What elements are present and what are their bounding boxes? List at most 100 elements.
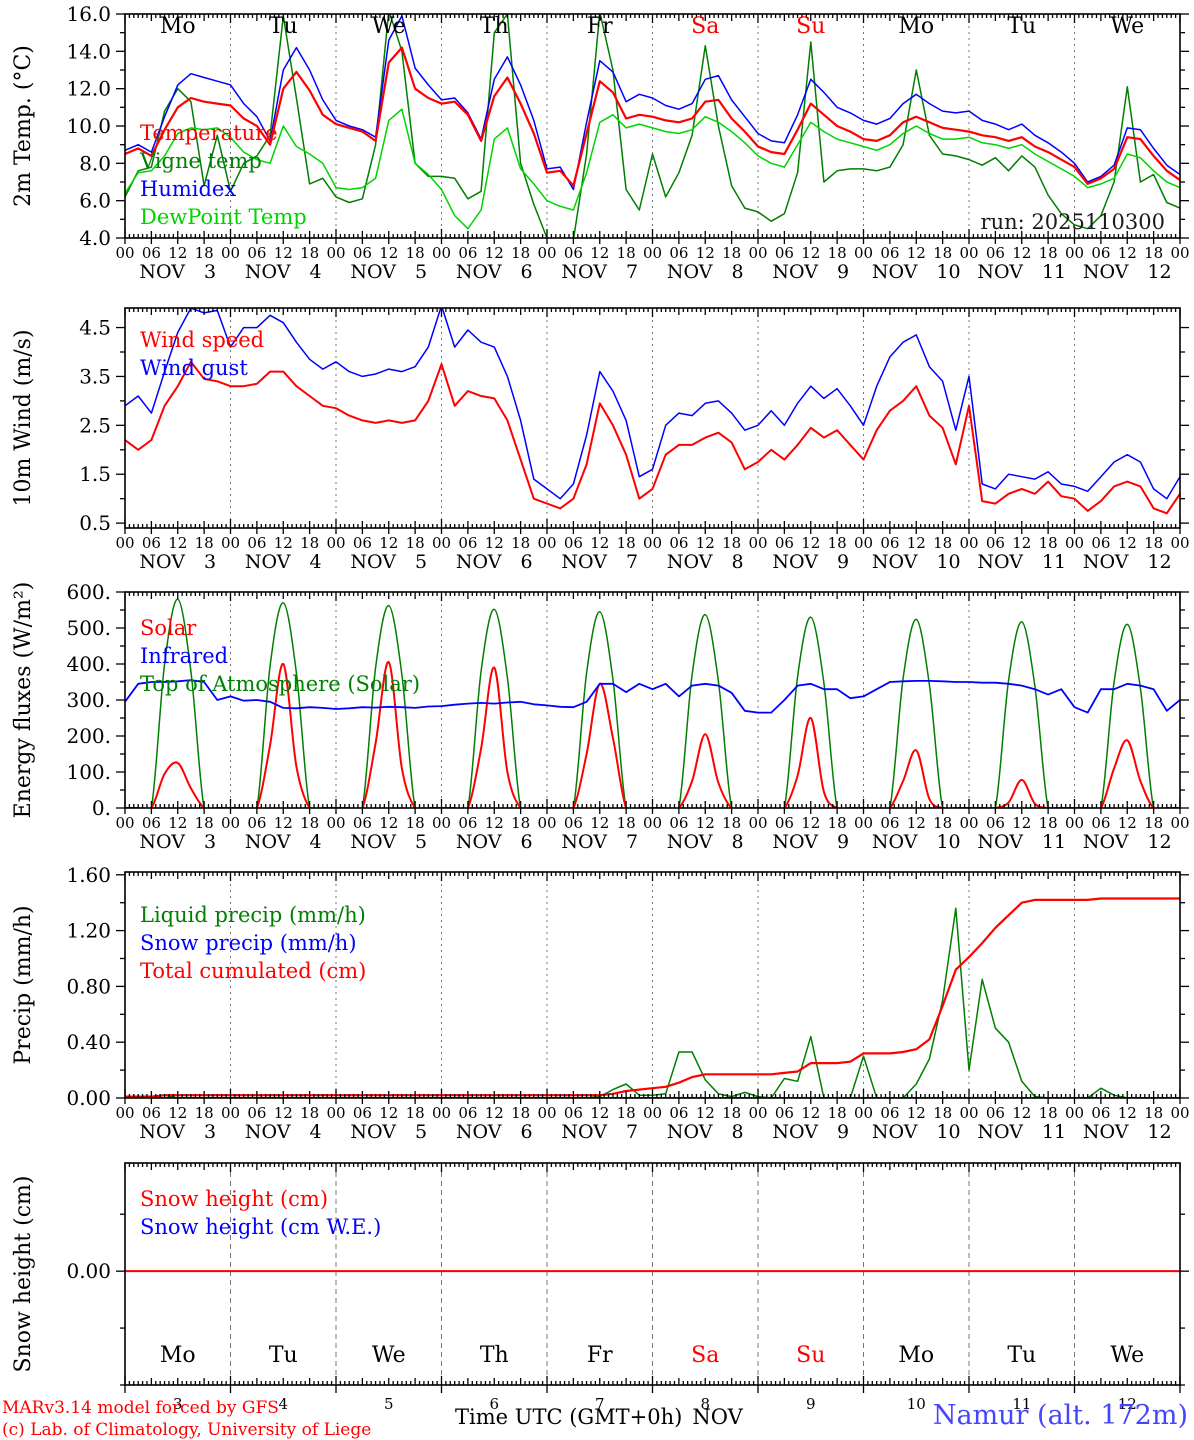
hour-tick-label: 06	[669, 534, 688, 552]
date-label: NOV 6	[456, 831, 533, 853]
hour-tick-label: 00	[221, 814, 240, 832]
hour-tick-label: 00	[1170, 534, 1189, 552]
date-label: NOV 12	[1083, 831, 1172, 853]
hour-tick-label: 12	[274, 1104, 293, 1122]
hour-tick-label: 12	[907, 1104, 926, 1122]
date-label: NOV 12	[1083, 1121, 1172, 1143]
hour-tick-label: 12	[168, 1104, 187, 1122]
hour-tick-label: 00	[959, 534, 978, 552]
series-infrared-line	[125, 679, 1180, 714]
hour-tick-label: 06	[564, 244, 583, 262]
date-label: NOV 12	[1083, 261, 1172, 283]
date-label: NOV 6	[456, 261, 533, 283]
y-tick-label: 8.0	[79, 151, 111, 175]
y-tick-label: 1.60	[66, 863, 111, 887]
hour-tick-label: 00	[221, 534, 240, 552]
hour-tick-label: 18	[511, 534, 530, 552]
model-credit-line: MARv3.14 model forced by GFS	[2, 1398, 279, 1418]
hour-tick-label: 12	[168, 244, 187, 262]
hour-tick-label: 00	[643, 814, 662, 832]
date-label: NOV 9	[772, 831, 849, 853]
time-axis-title: Time UTC (GMT+0h) NOV	[455, 1405, 743, 1429]
hour-tick-label: 12	[379, 244, 398, 262]
y-tick-label: 1.5	[79, 462, 111, 486]
date-label: NOV 11	[977, 261, 1066, 283]
hour-tick-label: 12	[907, 534, 926, 552]
hour-tick-label: 12	[485, 244, 504, 262]
hour-tick-label: 12	[696, 814, 715, 832]
hour-tick-label: 18	[1144, 814, 1163, 832]
y-tick-label: 0.00	[66, 1259, 111, 1283]
date-label: NOV 12	[1083, 551, 1172, 573]
axis-ticks	[116, 591, 1189, 814]
y-tick-label: 1.20	[66, 919, 111, 943]
y-tick-label: 3.5	[79, 364, 111, 388]
hour-tick-label: 00	[432, 814, 451, 832]
axis-ticks	[116, 308, 1189, 534]
hour-tick-label: 12	[1118, 1104, 1137, 1122]
hour-tick-label: 06	[247, 244, 266, 262]
y-tick-label: 16.0	[66, 2, 111, 26]
date-number-label: 11	[1012, 1395, 1031, 1413]
hour-tick-label: 06	[1091, 244, 1110, 262]
hour-tick-label: 18	[722, 244, 741, 262]
date-label: NOV 7	[561, 551, 638, 573]
hour-tick-label: 18	[722, 1104, 741, 1122]
date-label: NOV 4	[245, 261, 322, 283]
hour-tick-label: 12	[485, 814, 504, 832]
day-letter-label: Tu	[269, 1343, 298, 1368]
hour-tick-label: 18	[406, 1104, 425, 1122]
hour-tick-label: 06	[353, 534, 372, 552]
hour-tick-label: 00	[115, 534, 134, 552]
hour-tick-label: 06	[775, 534, 794, 552]
legend-precip-1: Snow precip (mm/h)	[140, 931, 357, 955]
hour-tick-label: 12	[168, 814, 187, 832]
date-label: NOV 3	[139, 831, 216, 853]
date-label: NOV 6	[456, 1121, 533, 1143]
hour-tick-label: 18	[617, 244, 636, 262]
day-letter-label: Su	[796, 14, 825, 39]
date-label: NOV 5	[350, 261, 427, 283]
hour-tick-label: 12	[801, 534, 820, 552]
hour-tick-label: 06	[986, 814, 1005, 832]
y-tick-label: 10.0	[66, 114, 111, 138]
hour-tick-label: 06	[142, 1104, 161, 1122]
date-label: NOV 11	[977, 551, 1066, 573]
legend-temp-0: Temperature	[140, 121, 278, 145]
series-wind-gust-line	[125, 308, 1180, 500]
hour-tick-label: 12	[168, 534, 187, 552]
hour-tick-label: 00	[748, 244, 767, 262]
date-label: NOV 8	[667, 551, 744, 573]
day-letter-label: Mo	[160, 14, 196, 39]
legend-snow-0: Snow height (cm)	[140, 1187, 328, 1211]
panel-energy: 600.500.400.300.200.100.0.00 06 12 18 00 06 12…	[11, 580, 1190, 853]
hour-tick-label: 12	[274, 244, 293, 262]
y-tick-label: 300.	[66, 688, 111, 712]
hour-tick-label: 12	[1012, 1104, 1031, 1122]
y-tick-label: 100.	[66, 760, 111, 784]
hour-tick-label: 06	[564, 534, 583, 552]
station-label: Namur (alt. 172m)	[932, 1400, 1188, 1431]
date-label: NOV 9	[772, 261, 849, 283]
hour-tick-label: 06	[880, 534, 899, 552]
axis-ticks	[116, 872, 1189, 1104]
hour-tick-label: 00	[221, 244, 240, 262]
date-label: NOV 5	[350, 1121, 427, 1143]
hour-tick-label: 00	[537, 814, 556, 832]
hour-tick-label: 00	[854, 534, 873, 552]
hour-tick-label: 12	[379, 814, 398, 832]
day-letter-label: Tu	[1007, 1343, 1036, 1368]
day-letter-label: Mo	[160, 1343, 196, 1368]
date-label: NOV 9	[772, 1121, 849, 1143]
y-tick-label: 400.	[66, 652, 111, 676]
date-label: NOV 10	[872, 1121, 961, 1143]
hour-tick-label: 18	[1039, 534, 1058, 552]
legend-energy-0: Solar	[140, 616, 197, 640]
time-axis-title-text: Time UTC (GMT+0h)	[455, 1405, 683, 1429]
panel-snow: 0.00 3 4 5 6 7 8 9 10 11 12 Mo Tu We Th Fr Sa Su Mo Tu We Sno…	[11, 1162, 1189, 1413]
hour-tick-label: 06	[880, 814, 899, 832]
hour-tick-label: 00	[432, 244, 451, 262]
hour-tick-label: 00	[326, 244, 345, 262]
